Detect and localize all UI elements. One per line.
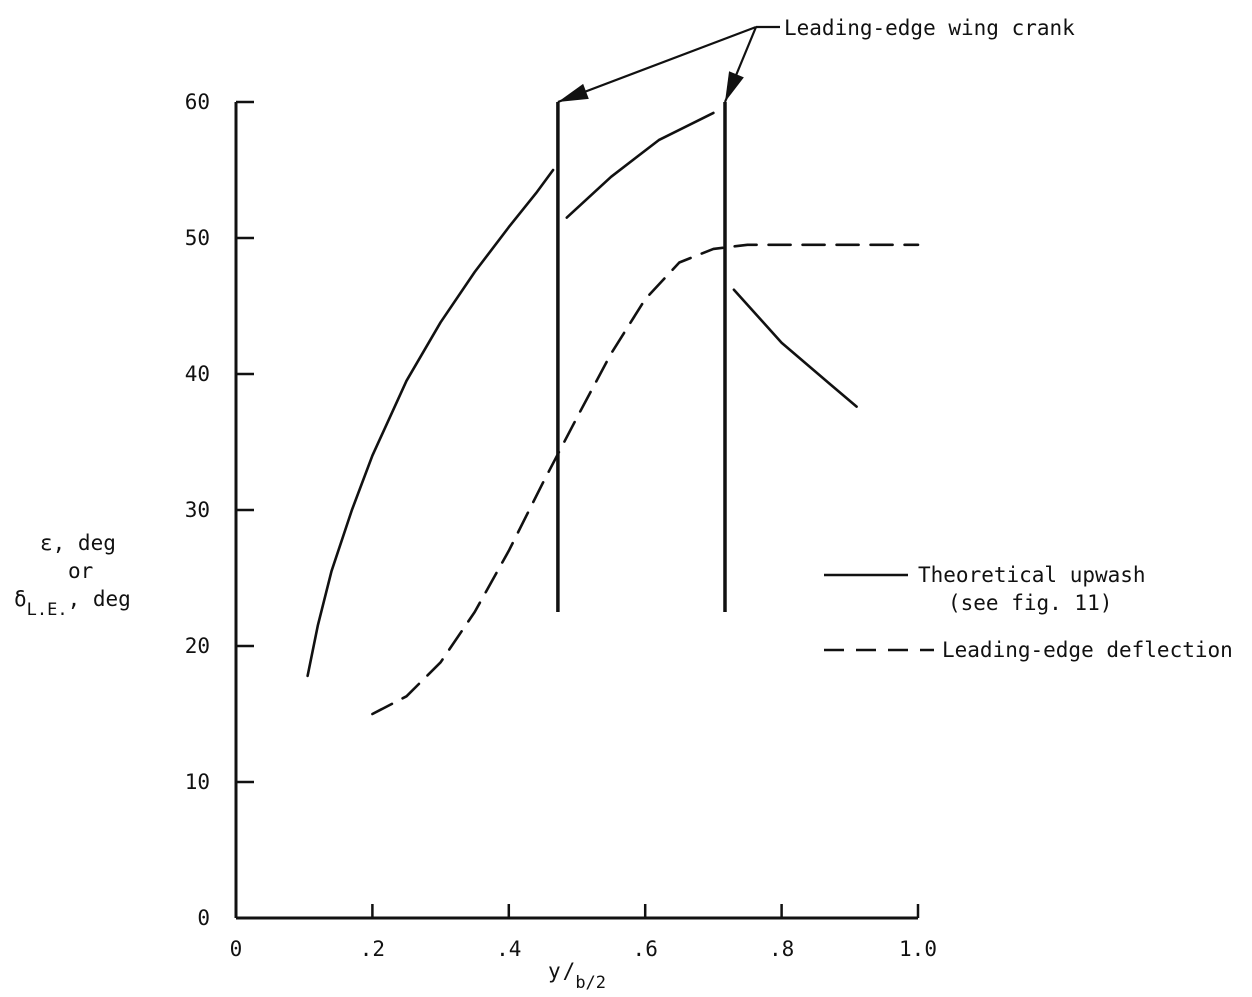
y-axis-label-subscript: L.E.: [27, 600, 68, 620]
annotation-arrowhead: [557, 83, 589, 102]
y-tick-label: 30: [185, 498, 210, 522]
x-tick-label: .8: [769, 937, 794, 961]
x-axis-label-text: y/b/2: [548, 959, 606, 993]
legend-label-deflection: Leading-edge deflection: [942, 638, 1233, 662]
x-tick-label: .2: [360, 937, 385, 961]
annotation-label: Leading-edge wing crank: [784, 16, 1075, 40]
y-axis-label-unit: , deg: [68, 587, 131, 611]
x-tick-label: .6: [633, 937, 658, 961]
axes: [234, 102, 918, 920]
x-axis-label-main: y: [548, 959, 561, 983]
y-axis-label: ε, deg or δL.E., deg: [14, 531, 131, 620]
series-lines: [306, 111, 920, 716]
y-tick-label: 40: [185, 362, 210, 386]
ticks: 0 10 20 30 40 50 60 0 .2 .4 .6 .8 1.0: [185, 90, 937, 961]
annotation-arrowhead: [724, 71, 744, 102]
series-line-upwash: [732, 288, 858, 408]
x-tick-label: 0: [230, 937, 243, 961]
x-tick-label: 1.0: [899, 937, 937, 961]
series-line-upwash: [565, 111, 715, 219]
x-axis-label-sub: b/2: [575, 973, 606, 993]
y-axis-label-line2: or: [68, 559, 93, 583]
y-tick-label: 60: [185, 90, 210, 114]
series-line-deflection: [371, 243, 920, 716]
annotation: Leading-edge wing crank: [557, 16, 1075, 104]
x-tick-label: .4: [496, 937, 521, 961]
y-axis-label-symbol: δ: [14, 587, 27, 611]
y-axis-label-line3: δL.E., deg: [14, 587, 131, 620]
annotation-leader: [557, 25, 757, 104]
y-tick-label: 50: [185, 226, 210, 250]
y-tick-label: 20: [185, 634, 210, 658]
x-axis-label-slash: /: [563, 959, 576, 983]
x-axis-label: y/b/2: [548, 959, 606, 993]
y-tick-label: 0: [197, 906, 210, 930]
legend-label-upwash: Theoretical upwash: [918, 563, 1146, 587]
crank-reference-lines: [556, 102, 727, 612]
legend: Theoretical upwash (see fig. 11) Leading…: [824, 563, 1233, 662]
y-axis-label-line1: ε, deg: [40, 531, 116, 555]
y-tick-label: 10: [185, 770, 210, 794]
legend-label-upwash-ref: (see fig. 11): [948, 591, 1112, 615]
series-line-upwash: [306, 168, 555, 678]
